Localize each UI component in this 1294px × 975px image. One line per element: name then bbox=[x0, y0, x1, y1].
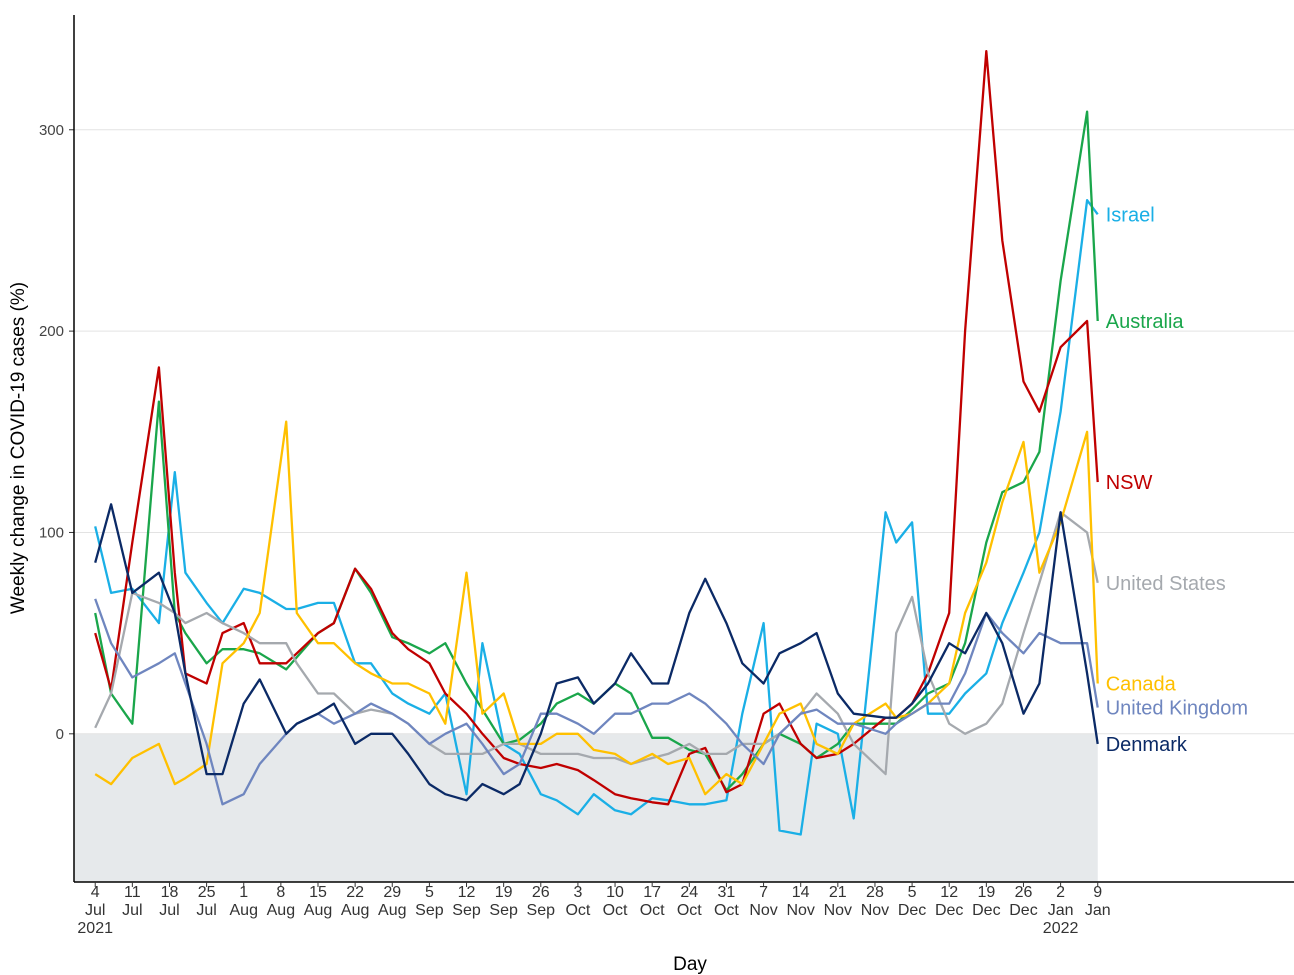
x-tick-label: 12 Sep bbox=[452, 884, 481, 919]
x-tick-label: 5 Dec bbox=[897, 884, 927, 919]
series-line bbox=[94, 199, 1099, 836]
x-tick-label: 26 Dec bbox=[1009, 884, 1038, 919]
series-line bbox=[94, 110, 1099, 792]
series-label: Canada bbox=[1106, 673, 1177, 695]
x-tick-label: 11 Jul bbox=[122, 884, 143, 919]
x-tick-label: 4 Jul 2021 bbox=[77, 884, 113, 937]
x-tick-label: 3 Oct bbox=[565, 884, 591, 919]
x-tick-label: 14 Nov bbox=[786, 884, 815, 919]
y-tick-label: 100 bbox=[39, 524, 64, 541]
x-tick-label: 21 Nov bbox=[823, 884, 853, 919]
series-label: United States bbox=[1106, 573, 1226, 595]
x-tick-label: 12 Dec bbox=[934, 884, 964, 919]
x-tick-label: 10 Oct bbox=[602, 884, 628, 919]
y-tick-label: 0 bbox=[56, 726, 64, 743]
negative-shade bbox=[74, 733, 1098, 882]
series-line bbox=[94, 598, 1099, 806]
x-axis-title: Day bbox=[673, 954, 707, 975]
x-tick-label: 15 Aug bbox=[303, 884, 333, 919]
x-tick-label: 25 Jul bbox=[196, 884, 217, 919]
x-tick-label: 18 Jul bbox=[159, 884, 180, 919]
series-label: NSW bbox=[1106, 472, 1153, 494]
series-line bbox=[94, 511, 1099, 776]
x-tick-label: 5 Sep bbox=[415, 884, 444, 919]
series-line bbox=[94, 503, 1099, 802]
x-tick-label: 2 Jan 2022 bbox=[1042, 884, 1079, 937]
x-tick-label: 1 Aug bbox=[229, 884, 258, 919]
x-tick-label: 8 Aug bbox=[266, 884, 296, 919]
y-axis-title: Weekly change in COVID-19 cases (%) bbox=[8, 282, 29, 614]
x-tick-label: 19 Dec bbox=[972, 884, 1001, 919]
series-label: Israel bbox=[1106, 204, 1155, 226]
series-label: Denmark bbox=[1106, 734, 1188, 756]
x-tick-label: 31 Oct bbox=[713, 884, 739, 919]
x-tick-label: 19 Sep bbox=[489, 884, 518, 919]
x-tick-label: 9 Jan bbox=[1084, 884, 1111, 919]
x-tick-label: 29 Aug bbox=[378, 884, 407, 919]
x-tick-label: 28 Nov bbox=[860, 884, 890, 919]
x-tick-label: 7 Nov bbox=[749, 884, 778, 919]
x-tick-label: 17 Oct bbox=[639, 884, 665, 919]
series-line bbox=[94, 50, 1099, 806]
y-tick-label: 300 bbox=[39, 122, 64, 139]
y-tick-label: 200 bbox=[39, 323, 64, 340]
x-tick-label: 22 Aug bbox=[340, 884, 370, 919]
x-tick-label: 26 Sep bbox=[526, 884, 556, 919]
x-tick-label: 24 Oct bbox=[676, 884, 702, 919]
series-label: United Kingdom bbox=[1106, 698, 1248, 720]
series-label: Australia bbox=[1106, 311, 1185, 333]
